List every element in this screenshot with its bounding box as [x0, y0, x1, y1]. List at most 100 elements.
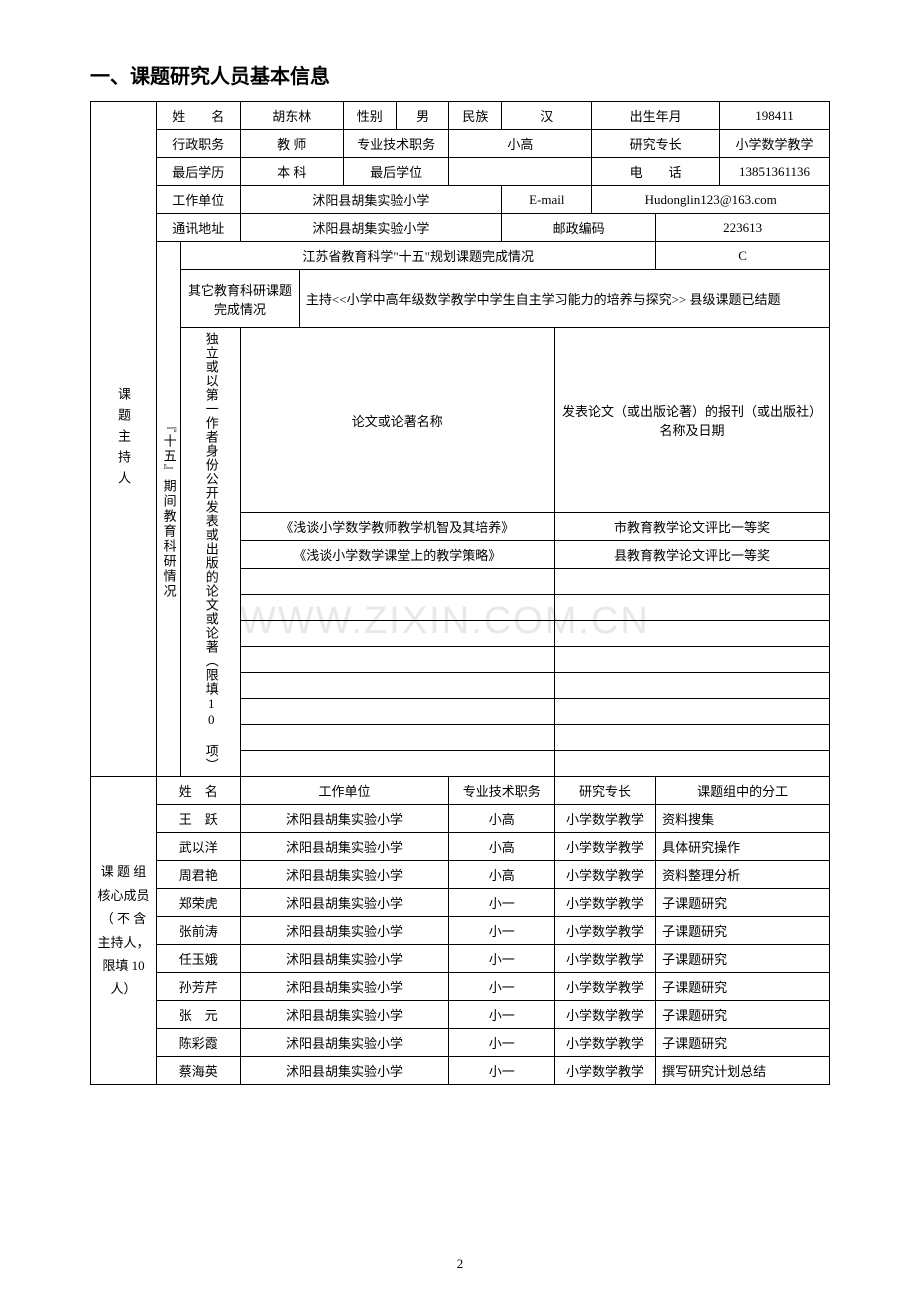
team-title: 小一	[449, 1057, 555, 1085]
pub-title	[240, 673, 554, 699]
team-unit: 沭阳县胡集实验小学	[240, 917, 449, 945]
team-h-unit: 工作单位	[240, 777, 449, 805]
pub-title	[240, 595, 554, 621]
spec-value: 小学数学教学	[719, 130, 829, 158]
team-spec: 小学数学教学	[554, 1057, 655, 1085]
edu-value: 本 科	[240, 158, 343, 186]
team-spec: 小学数学教学	[554, 917, 655, 945]
section-title: 一、课题研究人员基本信息	[90, 60, 830, 89]
team-title: 小一	[449, 945, 555, 973]
zip-label: 邮政编码	[502, 214, 656, 242]
team-title: 小一	[449, 1001, 555, 1029]
team-role: 撰写研究计划总结	[656, 1057, 830, 1085]
team-name: 郑荣虎	[156, 889, 240, 917]
team-title: 小一	[449, 973, 555, 1001]
team-side-label: 课 题 组核心成员（ 不 含主持人，限填 10人）	[91, 777, 157, 1085]
zip-value: 223613	[656, 214, 830, 242]
work-value: 沭阳县胡集实验小学	[240, 186, 502, 214]
team-spec: 小学数学教学	[554, 973, 655, 1001]
pub-title	[240, 569, 554, 595]
pub-journal	[554, 569, 829, 595]
team-spec: 小学数学教学	[554, 1001, 655, 1029]
pub-journal	[554, 699, 829, 725]
team-title: 小一	[449, 889, 555, 917]
team-name: 陈彩霞	[156, 1029, 240, 1057]
team-name: 王 跃	[156, 805, 240, 833]
team-name: 张 元	[156, 1001, 240, 1029]
team-unit: 沭阳县胡集实验小学	[240, 889, 449, 917]
team-unit: 沭阳县胡集实验小学	[240, 1057, 449, 1085]
name-label: 姓 名	[156, 102, 240, 130]
pub-title: 《浅谈小学数学教师教学机智及其培养》	[240, 513, 554, 541]
phone-value: 13851361136	[719, 158, 829, 186]
team-role: 子课题研究	[656, 1001, 830, 1029]
team-name: 蔡海英	[156, 1057, 240, 1085]
team-spec: 小学数学教学	[554, 889, 655, 917]
pos-value: 教 师	[240, 130, 343, 158]
team-role: 资料搜集	[656, 805, 830, 833]
addr-value: 沭阳县胡集实验小学	[240, 214, 502, 242]
email-value: Hudonglin123@163.com	[592, 186, 830, 214]
plan-label: 江苏省教育科学"十五"规划课题完成情况	[181, 242, 656, 270]
gender-label: 性别	[343, 102, 396, 130]
info-table: 课题主持人 姓 名 胡东林 性别 男 民族 汉 出生年月 198411 行政职务…	[90, 101, 830, 1085]
pub-journal	[554, 621, 829, 647]
pub-title	[240, 647, 554, 673]
period-side-label: ﹃十五﹄期间教育科研情况	[156, 242, 180, 777]
team-spec: 小学数学教学	[554, 1029, 655, 1057]
deg-label: 最后学位	[343, 158, 449, 186]
team-role: 子课题研究	[656, 945, 830, 973]
pub-title	[240, 725, 554, 751]
pub-journal: 县教育教学论文评比一等奖	[554, 541, 829, 569]
pub-header-title: 论文或论著名称	[240, 328, 554, 513]
work-label: 工作单位	[156, 186, 240, 214]
deg-value	[449, 158, 592, 186]
pub-journal	[554, 751, 829, 777]
pub-journal	[554, 725, 829, 751]
team-h-role: 课题组中的分工	[656, 777, 830, 805]
name-value: 胡东林	[240, 102, 343, 130]
team-name: 周君艳	[156, 861, 240, 889]
pub-journal	[554, 647, 829, 673]
team-role: 具体研究操作	[656, 833, 830, 861]
birth-label: 出生年月	[592, 102, 720, 130]
pub-title: 《浅谈小学数学课堂上的教学策略》	[240, 541, 554, 569]
team-name: 孙芳芹	[156, 973, 240, 1001]
team-spec: 小学数学教学	[554, 861, 655, 889]
team-unit: 沭阳县胡集实验小学	[240, 833, 449, 861]
team-role: 资料整理分析	[656, 861, 830, 889]
edu-label: 最后学历	[156, 158, 240, 186]
team-unit: 沭阳县胡集实验小学	[240, 1029, 449, 1057]
pub-side-label: 独立或以第一作者身份公开发表或出版的论文或论著（限填10 项）	[181, 328, 240, 777]
team-role: 子课题研究	[656, 889, 830, 917]
team-title: 小高	[449, 833, 555, 861]
pub-header-journal: 发表论文（或出版论著）的报刊（或出版社）名称及日期	[554, 328, 829, 513]
team-unit: 沭阳县胡集实验小学	[240, 861, 449, 889]
email-label: E-mail	[502, 186, 592, 214]
ethnic-label: 民族	[449, 102, 502, 130]
pub-title	[240, 621, 554, 647]
addr-label: 通讯地址	[156, 214, 240, 242]
other-value: 主持<<小学中高年级数学教学中学生自主学习能力的培养与探究>> 县级课题已结题	[299, 270, 829, 328]
host-side-label: 课题主持人	[91, 102, 157, 777]
plan-value: C	[656, 242, 830, 270]
pub-journal	[554, 595, 829, 621]
pub-journal	[554, 673, 829, 699]
team-title: 小一	[449, 917, 555, 945]
team-unit: 沭阳县胡集实验小学	[240, 945, 449, 973]
pub-title	[240, 699, 554, 725]
tech-value: 小高	[449, 130, 592, 158]
team-title: 小高	[449, 861, 555, 889]
other-label: 其它教育科研课题完成情况	[181, 270, 300, 328]
team-role: 子课题研究	[656, 917, 830, 945]
spec-label: 研究专长	[592, 130, 720, 158]
tech-label: 专业技术职务	[343, 130, 449, 158]
team-role: 子课题研究	[656, 973, 830, 1001]
team-h-name: 姓 名	[156, 777, 240, 805]
pub-journal: 市教育教学论文评比一等奖	[554, 513, 829, 541]
team-spec: 小学数学教学	[554, 945, 655, 973]
team-name: 武以洋	[156, 833, 240, 861]
team-role: 子课题研究	[656, 1029, 830, 1057]
team-unit: 沭阳县胡集实验小学	[240, 973, 449, 1001]
team-spec: 小学数学教学	[554, 805, 655, 833]
